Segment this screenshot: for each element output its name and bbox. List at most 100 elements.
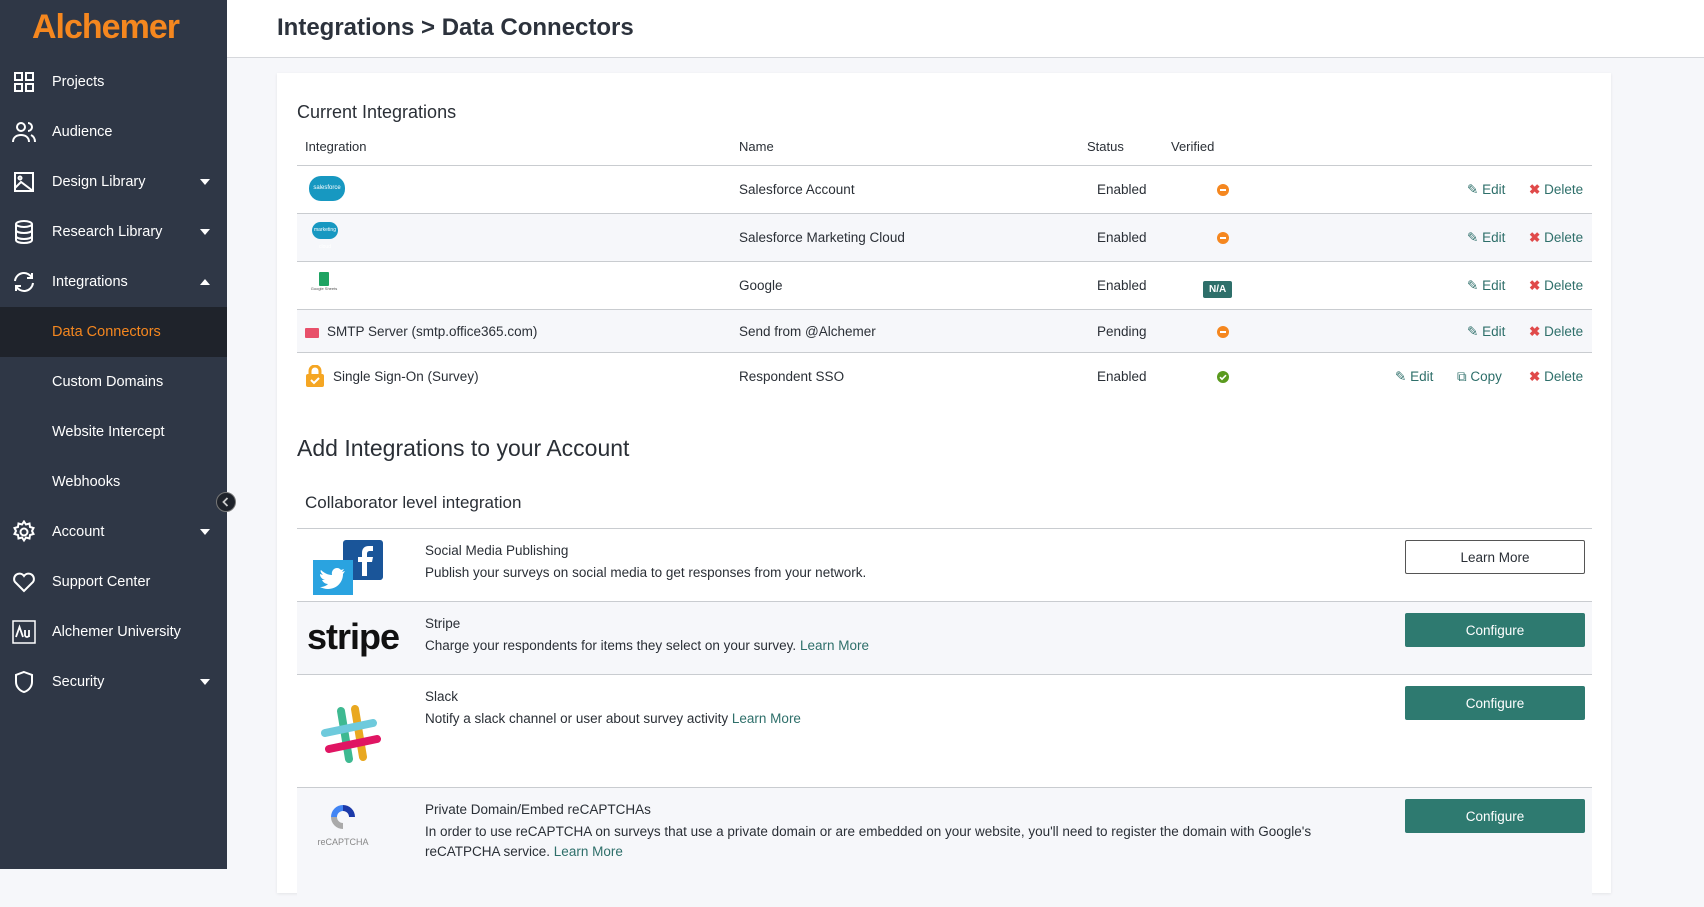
users-icon — [12, 120, 36, 144]
sidebar-item-label: Research Library — [52, 224, 163, 240]
sidebar-item-design-library[interactable]: Design Library — [0, 157, 227, 207]
caret-down-icon — [200, 179, 210, 185]
sidebar-item-label: Account — [52, 524, 105, 540]
integration-row: marketing cloud Salesforce Marketing Clou… — [297, 213, 1592, 261]
caret-down-icon — [200, 229, 210, 235]
x-icon: ✖ — [1529, 182, 1541, 197]
learn-more-button[interactable]: Learn More — [1405, 540, 1585, 574]
integration-title: Slack — [425, 689, 459, 704]
sidebar-item-label: Webhooks — [52, 474, 121, 490]
integration-name: Google — [739, 278, 783, 293]
delete-button[interactable]: ✖ Delete — [1529, 278, 1584, 293]
slack-logo — [321, 705, 381, 765]
envelope-icon — [305, 328, 319, 338]
learn-more-link[interactable]: Learn More — [731, 711, 801, 726]
shield-icon — [12, 670, 36, 694]
copy-button[interactable]: ⧉ Copy — [1457, 369, 1502, 384]
minus-circle-icon — [1217, 326, 1229, 338]
integration-status: Enabled — [1097, 182, 1147, 197]
configure-button[interactable]: Configure — [1405, 799, 1585, 833]
collapse-sidebar-button[interactable] — [216, 492, 236, 512]
sidebar-item-website-intercept[interactable]: Website Intercept — [0, 407, 227, 457]
alchemer-logo[interactable]: Alchemer — [32, 8, 180, 46]
configure-button[interactable]: Configure — [1405, 686, 1585, 720]
add-integrations-title: Add Integrations to your Account — [297, 435, 630, 461]
sidebar-item-label: Website Intercept — [52, 424, 165, 440]
sidebar-item-security[interactable]: Security — [0, 657, 227, 707]
x-icon: ✖ — [1529, 369, 1541, 384]
integration-status: Pending — [1097, 324, 1147, 339]
integration-name: Respondent SSO — [739, 369, 845, 384]
stripe-logo: stripe — [307, 616, 400, 657]
integration-row: Google Sheets Google Enabled N/A ✎ Edit ✖ D… — [297, 261, 1592, 309]
minus-circle-icon — [1217, 232, 1229, 244]
integration-label: SMTP Server (smtp.office365.com) — [327, 324, 538, 339]
sidebar-item-alchemer-university[interactable]: Alchemer University — [0, 607, 227, 657]
edit-button[interactable]: ✎ Edit — [1395, 369, 1434, 384]
sidebar-item-integrations[interactable]: Integrations — [0, 257, 227, 307]
salesforce-marketing-cloud-logo: marketing cloud — [305, 222, 345, 250]
add-integration-slack: Slack Notify a slack channel or user abo… — [297, 674, 1592, 787]
sidebar-item-label: Design Library — [52, 174, 146, 190]
x-icon: ✖ — [1529, 278, 1541, 293]
sidebar-item-label: Alchemer University — [52, 624, 181, 640]
sidebar-item-custom-domains[interactable]: Custom Domains — [0, 357, 227, 407]
database-icon — [12, 220, 36, 244]
sidebar-item-support-center[interactable]: Support Center — [0, 557, 227, 607]
pencil-icon: ✎ — [1467, 278, 1479, 293]
sidebar-item-audience[interactable]: Audience — [0, 107, 227, 157]
integration-label: Single Sign-On (Survey) — [333, 369, 479, 384]
caret-down-icon — [200, 529, 210, 535]
learn-more-link[interactable]: Learn More — [553, 844, 623, 859]
google-sheets-logo: Google Sheets — [309, 272, 339, 291]
sidebar-item-label: Projects — [52, 74, 105, 90]
sidebar-item-projects[interactable]: Projects — [0, 57, 227, 107]
add-integration-social-media-publishing: Social Media Publishing Publish your sur… — [297, 528, 1592, 601]
integration-name: Salesforce Marketing Cloud — [739, 230, 905, 245]
delete-button[interactable]: ✖ Delete — [1529, 230, 1584, 245]
edit-button[interactable]: ✎ Edit — [1467, 324, 1506, 339]
sidebar-item-label: Data Connectors — [52, 324, 161, 340]
edit-button[interactable]: ✎ Edit — [1467, 230, 1506, 245]
learn-more-link[interactable]: Learn More — [799, 638, 869, 653]
lock-icon — [305, 364, 325, 387]
image-icon — [12, 170, 36, 194]
delete-button[interactable]: ✖ Delete — [1529, 324, 1584, 339]
sidebar-item-account[interactable]: Account — [0, 507, 227, 557]
col-verified: Verified — [1171, 139, 1215, 154]
edit-button[interactable]: ✎ Edit — [1467, 182, 1506, 197]
integration-name: Salesforce Account — [739, 182, 855, 197]
pencil-icon: ✎ — [1467, 182, 1479, 197]
verified-na-badge: N/A — [1203, 281, 1233, 298]
sidebar-item-data-connectors[interactable]: Data Connectors — [0, 307, 227, 357]
pencil-icon: ✎ — [1467, 230, 1479, 245]
col-name: Name — [739, 139, 774, 154]
col-integration: Integration — [305, 139, 367, 154]
edit-button[interactable]: ✎ Edit — [1467, 278, 1506, 293]
sidebar-item-webhooks[interactable]: Webhooks — [0, 457, 227, 507]
integration-title: Stripe — [425, 616, 461, 631]
integration-row: Single Sign-On (Survey) Respondent SSO En… — [297, 352, 1592, 400]
configure-button[interactable]: Configure — [1405, 613, 1585, 647]
integration-title: Private Domain/Embed reCAPTCHAs — [425, 802, 651, 817]
caret-up-icon — [200, 279, 210, 285]
sidebar-item-label: Support Center — [52, 574, 151, 590]
integration-row: SMTP Server (smtp.office365.com) Send fro… — [297, 309, 1592, 352]
delete-button[interactable]: ✖ Delete — [1529, 182, 1584, 197]
integrations-card: Current Integrations Integration Name St… — [277, 73, 1611, 907]
integration-status: Enabled — [1097, 278, 1147, 293]
grid-icon — [12, 70, 36, 94]
social-media-logo — [313, 540, 388, 595]
sidebar-item-label: Custom Domains — [52, 374, 164, 390]
integration-description: In order to use reCAPTCHA on surveys tha… — [425, 824, 1312, 859]
add-integration-private-domain-embed-recaptchas: reCAPTCHA Private Domain/Embed reCAPTCHAs… — [297, 787, 1592, 907]
integration-description: Notify a slack channel or user about sur… — [425, 711, 801, 726]
sidebar-item-research-library[interactable]: Research Library — [0, 207, 227, 257]
x-icon: ✖ — [1529, 324, 1541, 339]
page-title: Integrations > Data Connectors — [277, 14, 634, 41]
col-status: Status — [1087, 139, 1124, 154]
recaptcha-logo: reCAPTCHA — [313, 802, 373, 847]
heart-icon — [12, 570, 36, 594]
sidebar-item-label: Integrations — [52, 274, 128, 290]
delete-button[interactable]: ✖ Delete — [1529, 369, 1584, 384]
